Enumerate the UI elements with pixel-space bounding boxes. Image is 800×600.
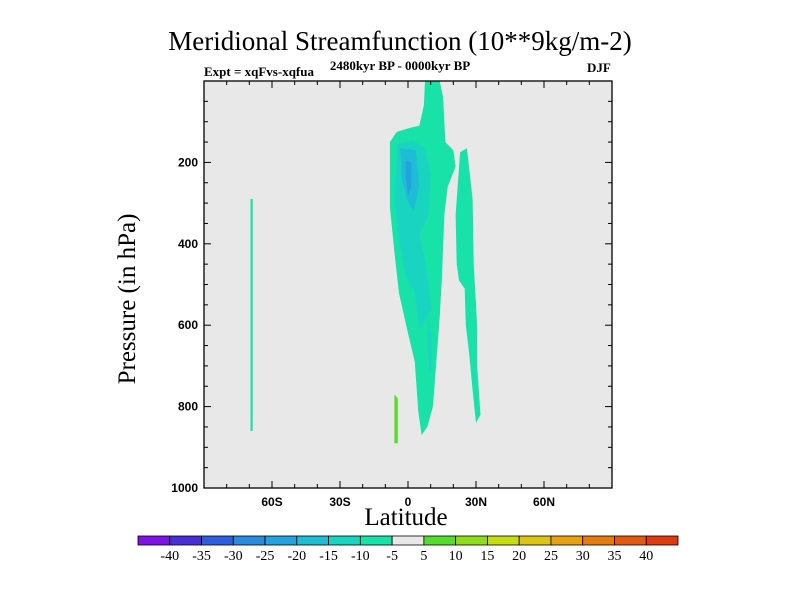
region-southern-extratropical-strip (250, 199, 253, 431)
y-tick-label: 800 (178, 400, 198, 414)
colorbar-swatch (169, 535, 202, 546)
region-northern-extratropical-cell-b (558, 164, 572, 472)
region-equatorial-lower-positive-core (394, 394, 398, 444)
colorbar-swatch (455, 535, 488, 546)
x-tick-label: 30N (465, 495, 487, 509)
x-axis-label: Latitude (364, 504, 448, 531)
colorbar-swatch (391, 535, 425, 546)
x-tick-label: 60S (261, 495, 282, 509)
colorbar-label: 15 (480, 549, 494, 564)
colorbar-label: 10 (449, 549, 463, 564)
y-tick-label: 400 (178, 237, 198, 251)
colorbar-swatch (296, 535, 329, 546)
contour-regions (250, 81, 589, 472)
y-axis-ticks: 200 400 600 800 1000 (171, 100, 612, 495)
colorbar-swatch (264, 535, 298, 546)
colorbar-label: -40 (160, 549, 179, 564)
colorbar-label: 40 (639, 549, 653, 564)
region-northern-thin-positive (587, 302, 589, 352)
colorbar-swatch (201, 535, 234, 546)
colorbar-label: -35 (192, 549, 211, 564)
colorbar-swatch (614, 535, 647, 546)
colorbar-label: -30 (224, 549, 243, 564)
x-tick-label: 60N (533, 495, 555, 509)
region-tropical-upper-cell-center (405, 160, 412, 195)
colorbar-swatch (137, 535, 171, 546)
experiment-label: Expt = xqFvs-xqfua (204, 64, 314, 79)
colorbar-swatch (423, 535, 457, 546)
y-tick-label: 200 (178, 155, 198, 169)
region-northern-extratropical-cell-a (528, 81, 542, 456)
region-small-upper-positive (347, 188, 352, 224)
region-tropical-lower-tongue (427, 317, 432, 374)
colorbar-label: 25 (544, 549, 558, 564)
colorbar-label: 5 (420, 549, 427, 564)
period-label: 2480kyr BP - 0000kyr BP (329, 58, 471, 73)
colorbar-label: 20 (512, 549, 526, 564)
region-subtropical-north-cell (455, 148, 481, 423)
colorbar-swatch (232, 535, 266, 546)
colorbar-swatch (645, 535, 679, 546)
colorbar-label: -25 (256, 549, 275, 564)
colorbar-label: 30 (576, 549, 590, 564)
x-tick-label: 0 (405, 495, 412, 509)
colorbar: -40 -35 -30 -25 -20 -15 -10 -5 5 10 15 20 25 30 35 40 (137, 535, 679, 564)
y-tick-label: 1000 (171, 481, 198, 495)
colorbar-swatch (550, 535, 584, 546)
colorbar-label: -10 (351, 549, 370, 564)
colorbar-swatch (328, 535, 361, 546)
colorbar-label: -20 (287, 549, 306, 564)
colorbar-swatch (359, 535, 393, 546)
colorbar-label: -15 (319, 549, 338, 564)
y-axis-label: Pressure (in hPa) (114, 213, 141, 385)
colorbar-label: -5 (386, 549, 398, 564)
x-axis-ticks: 60S 30S 0 30N 60N (203, 81, 613, 509)
colorbar-swatch (487, 535, 520, 546)
colorbar-swatch (518, 535, 552, 546)
chart-title: Meridional Streamfunction (10**9kg/m-2) (168, 26, 632, 56)
y-tick-label: 600 (178, 318, 198, 332)
colorbar-swatch (582, 535, 615, 546)
season-label: DJF (587, 60, 611, 75)
x-tick-label: 30S (329, 495, 350, 509)
colorbar-label: 35 (607, 549, 621, 564)
